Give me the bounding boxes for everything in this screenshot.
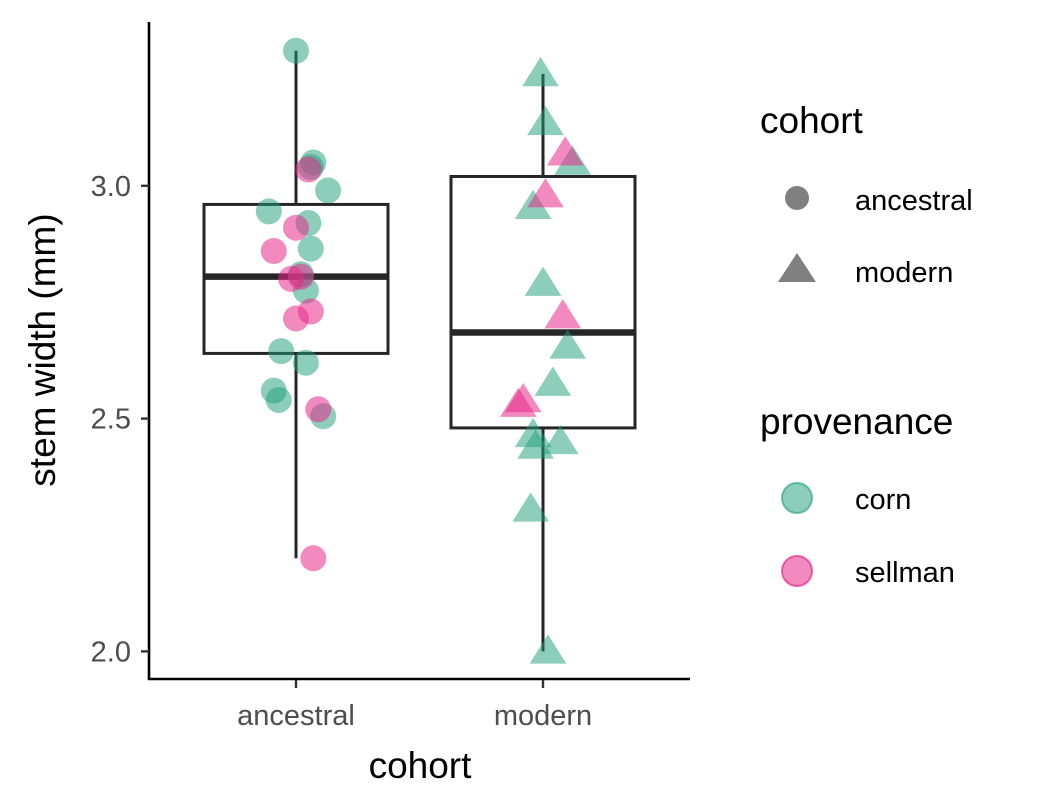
legend-shape-title: cohort xyxy=(760,100,864,141)
point-corn-triangle xyxy=(512,492,550,522)
y-ticks: 2.0 2.5 3.0 xyxy=(91,171,149,668)
point-corn-triangle xyxy=(514,417,552,448)
point-corn-triangle xyxy=(517,429,554,459)
legend-key-sellman xyxy=(781,555,813,587)
plot-area xyxy=(202,37,637,664)
legend-key-circle xyxy=(785,186,809,210)
point-sellman-circle xyxy=(295,156,322,183)
point-corn-circle xyxy=(315,177,342,204)
x-tick-label: modern xyxy=(494,700,592,732)
point-corn-circle xyxy=(297,235,324,262)
axes: 2.0 2.5 3.0 ancestral modern cohort stem wi… xyxy=(22,22,690,786)
legend-color-title: provenance xyxy=(760,401,953,442)
point-sellman-triangle xyxy=(546,136,584,166)
point-sellman-circle xyxy=(305,396,332,423)
legend-key-triangle xyxy=(778,253,816,282)
point-corn-circle xyxy=(265,386,292,413)
point-corn-triangle xyxy=(549,329,587,359)
box-modern xyxy=(449,74,637,652)
point-corn-triangle xyxy=(524,266,562,296)
data-points xyxy=(255,37,591,664)
point-corn-triangle xyxy=(529,634,567,664)
legend-label-modern: modern xyxy=(855,257,953,289)
point-sellman-circle xyxy=(283,214,309,241)
point-corn-triangle xyxy=(541,424,579,455)
point-corn-circle xyxy=(255,198,282,225)
x-ticks: ancestral modern xyxy=(237,680,592,732)
point-sellman-triangle xyxy=(527,178,564,208)
point-sellman-circle xyxy=(283,305,309,332)
legend-label-corn: corn xyxy=(855,484,911,516)
legend-label-sellman: sellman xyxy=(855,557,955,589)
point-corn-circle xyxy=(292,349,319,376)
point-sellman-circle xyxy=(260,237,287,264)
point-corn-triangle xyxy=(522,57,559,87)
legend: cohort ancestral modern provenance corn … xyxy=(760,100,973,589)
x-axis-title: cohort xyxy=(369,745,473,786)
y-tick-label: 2.5 xyxy=(91,404,131,436)
point-corn-circle xyxy=(283,37,309,64)
point-sellman-triangle xyxy=(499,387,537,417)
point-corn-circle xyxy=(268,338,295,365)
point-sellman-triangle xyxy=(544,299,582,329)
legend-key-corn xyxy=(781,482,813,514)
y-tick-label: 2.0 xyxy=(91,636,131,668)
point-sellman-circle xyxy=(300,545,327,572)
point-corn-triangle xyxy=(527,105,564,136)
point-sellman-circle xyxy=(278,265,305,292)
y-axis-title: stem width (mm) xyxy=(22,213,63,486)
box-iqr xyxy=(449,174,637,430)
box-ancestral xyxy=(202,50,390,559)
y-tick-label: 3.0 xyxy=(91,171,131,203)
boxplots xyxy=(202,50,637,652)
point-corn-triangle xyxy=(534,366,572,396)
x-tick-label: ancestral xyxy=(237,700,355,732)
legend-label-ancestral: ancestral xyxy=(855,185,973,217)
